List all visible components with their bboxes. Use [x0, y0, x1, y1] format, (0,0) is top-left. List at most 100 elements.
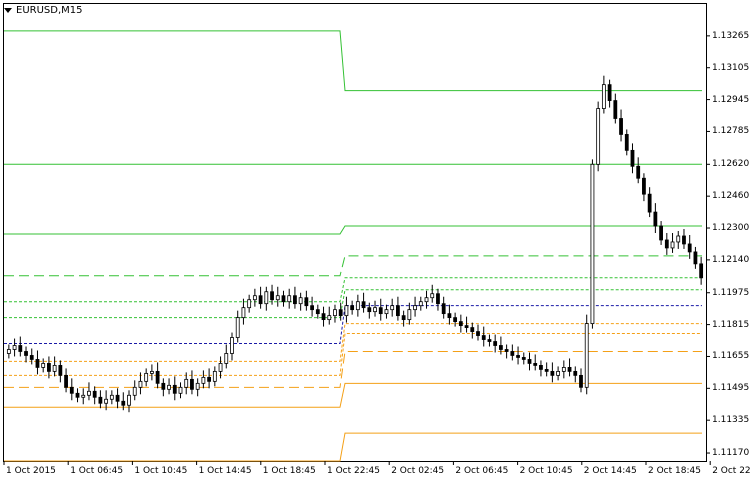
candle — [104, 390, 109, 411]
candle-body — [458, 321, 463, 326]
candle — [367, 302, 372, 319]
price-tick-label: 1.12140 — [712, 254, 750, 265]
candle-body — [109, 394, 114, 400]
candle-body — [224, 353, 229, 364]
dropdown-arrow-icon[interactable] — [4, 7, 12, 13]
candle-body — [178, 386, 183, 394]
candle — [647, 187, 652, 218]
candle — [155, 362, 160, 389]
candle — [6, 344, 11, 359]
candle-body — [493, 341, 498, 346]
candle — [184, 372, 189, 395]
candle — [69, 378, 74, 401]
candle-body — [149, 370, 154, 374]
candle-body — [487, 339, 492, 342]
candle-body — [579, 374, 583, 388]
candle — [476, 324, 480, 341]
candle-body — [373, 307, 377, 313]
candle — [521, 352, 526, 365]
candle-body — [264, 291, 269, 305]
candle-body — [121, 400, 126, 406]
candle-body — [287, 295, 292, 303]
price-tick-label: 1.11655 — [712, 351, 750, 362]
candle-body — [539, 365, 543, 370]
level-line-pivot — [4, 305, 702, 345]
price-axis-ticks — [706, 35, 710, 454]
chart-title-bar[interactable]: EURUSD,M15 — [4, 3, 82, 17]
candle — [533, 354, 538, 371]
candle-body — [441, 303, 446, 315]
candle-body — [87, 390, 91, 396]
candle-body — [624, 134, 629, 151]
candle — [659, 221, 663, 245]
candle — [190, 370, 194, 395]
candle-body — [58, 365, 63, 376]
candle — [453, 312, 458, 327]
candle-body — [212, 370, 217, 382]
candle — [613, 93, 618, 124]
candle — [241, 298, 246, 325]
candle — [18, 336, 23, 357]
candle-body — [453, 317, 458, 323]
candle — [699, 256, 704, 285]
candle-body — [481, 335, 486, 340]
candle-body — [447, 313, 452, 319]
candle — [682, 229, 686, 249]
candle — [693, 246, 698, 269]
candle-body — [201, 376, 206, 384]
price-tick-label: 1.12785 — [712, 126, 750, 137]
candle-body — [298, 297, 303, 305]
candle — [378, 298, 383, 321]
candle — [344, 296, 349, 323]
candle-body — [127, 394, 131, 406]
candle-body — [601, 84, 606, 109]
candle-body — [315, 309, 320, 315]
candle — [201, 370, 206, 389]
level-line-s2 — [4, 432, 702, 462]
candle — [390, 298, 395, 317]
candle-body — [464, 325, 469, 328]
time-tick-label: 2 Oct 06:45 — [455, 466, 509, 476]
candle — [115, 388, 120, 409]
candle-body — [504, 349, 509, 352]
candle — [109, 390, 114, 405]
candle-body — [338, 309, 343, 317]
time-axis-ticks — [3, 461, 711, 465]
candle — [315, 304, 320, 319]
candle-body — [344, 305, 349, 317]
time-tick-label: 1 Oct 2015 — [6, 466, 56, 476]
candle — [630, 143, 635, 174]
candle — [35, 350, 40, 375]
candle — [207, 368, 212, 389]
candle-body — [390, 305, 395, 311]
candle — [384, 304, 389, 319]
candle — [132, 380, 137, 401]
candle-body — [676, 235, 681, 243]
level-line-s1-mid — [4, 323, 702, 362]
candle-body — [293, 295, 297, 305]
candle — [464, 316, 469, 333]
level-line-r2-mid — [4, 277, 702, 303]
candle — [218, 356, 223, 379]
candle — [258, 286, 263, 309]
level-line-s2-mid — [4, 333, 702, 376]
candle-body — [47, 363, 51, 372]
candle — [24, 346, 28, 363]
time-tick-label: 1 Oct 18:45 — [262, 466, 316, 476]
candle-body — [333, 309, 337, 317]
candle — [264, 286, 269, 311]
candle — [212, 366, 217, 387]
candle — [287, 288, 292, 309]
candle — [87, 382, 91, 401]
price-tick-label: 1.11975 — [712, 287, 750, 298]
candle — [247, 294, 252, 313]
candle-body — [642, 177, 646, 195]
candle — [487, 334, 492, 347]
candle — [556, 366, 561, 381]
candle — [144, 368, 149, 387]
level-line-r3-mid — [4, 289, 702, 319]
candle-body — [567, 367, 572, 372]
candle — [567, 358, 572, 377]
